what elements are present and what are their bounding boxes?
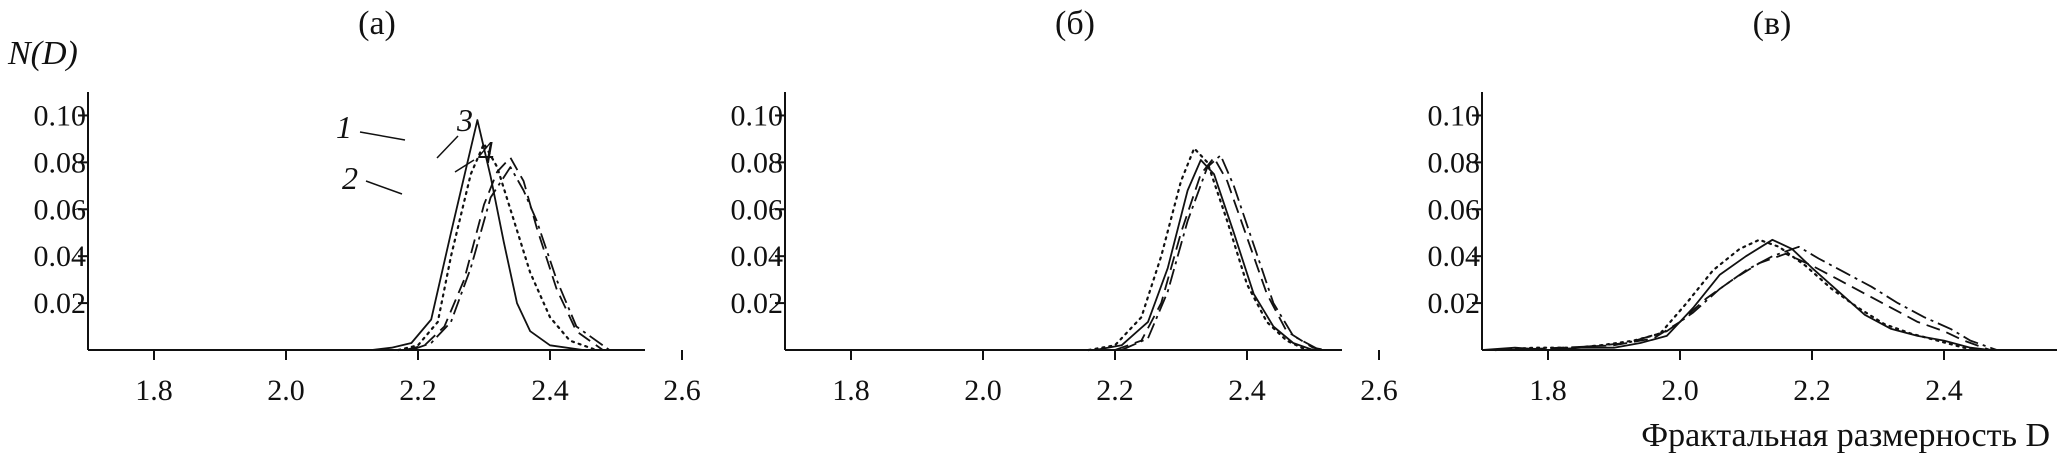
y-tick-label: 0.06 bbox=[34, 193, 87, 226]
y-tick-label: 0.10 bbox=[731, 99, 784, 132]
y-tick-label: 0.06 bbox=[731, 193, 784, 226]
panel-a: (а) N(D) 0.02 0.04 0.06 0.08 0.10 1.8 2.0 2.2 2.… bbox=[7, 5, 701, 407]
panel-c-title: (в) bbox=[1753, 5, 1792, 42]
leader-line-4 bbox=[454, 159, 475, 173]
series-line-4 bbox=[1521, 245, 1998, 351]
panel-c-ticks: 0.020.040.060.080.101.82.02.22.42.6 bbox=[1428, 99, 1963, 407]
series-label-4: 4 bbox=[478, 134, 494, 170]
series-line-4 bbox=[411, 166, 610, 351]
panel-b: (б) 0.02 0.04 0.06 0.08 0.10 1.8 2.0 2.2 2.4 2.6 bbox=[731, 5, 1398, 407]
y-tick-label: 0.10 bbox=[1428, 99, 1481, 132]
x-tick-label: 2.0 bbox=[267, 374, 305, 407]
y-tick-label: 0.04 bbox=[1428, 240, 1481, 273]
x-tick-label: 1.8 bbox=[832, 374, 870, 407]
panel-a-title: (а) bbox=[358, 5, 396, 42]
series-label-1: 1 bbox=[336, 109, 352, 145]
y-tick-label: 0.06 bbox=[1428, 193, 1481, 226]
series-line-2 bbox=[1087, 147, 1308, 352]
y-tick-label: 0.02 bbox=[1428, 287, 1481, 320]
panel-b-series bbox=[1087, 147, 1327, 352]
series-line-3 bbox=[1114, 156, 1327, 351]
x-tick-label: 2.4 bbox=[531, 374, 569, 407]
x-tick-label: 2.4 bbox=[1925, 374, 1963, 407]
x-tick-label: 2.2 bbox=[1096, 374, 1134, 407]
x-tick-label: 1.8 bbox=[135, 374, 173, 407]
x-tick-label: 2.6 bbox=[663, 374, 701, 407]
y-tick-label: 0.08 bbox=[1428, 146, 1481, 179]
panel-a-series bbox=[371, 119, 610, 352]
leader-line-3 bbox=[436, 135, 459, 159]
series-line-2 bbox=[397, 142, 598, 352]
series-line-4 bbox=[1121, 154, 1321, 351]
x-tick-label: 2.6 bbox=[1360, 374, 1398, 407]
y-tick-label: 0.02 bbox=[34, 287, 87, 320]
y-tick-label: 0.08 bbox=[731, 146, 784, 179]
series-line-3 bbox=[1508, 252, 1991, 351]
series-label-2: 2 bbox=[342, 160, 358, 196]
panel-c: (в) 0.020.040.060.080.101.82.02.22.42.6 … bbox=[1428, 5, 2057, 454]
x-tick-label: 2.4 bbox=[1228, 374, 1266, 407]
series-label-3: 3 bbox=[456, 102, 473, 138]
x-axis-label: Фрактальная размерность D bbox=[1641, 417, 2050, 454]
x-tick-label: 1.8 bbox=[1529, 374, 1567, 407]
panel-a-ticks: 0.02 0.04 0.06 0.08 0.10 1.8 2.0 2.2 2.4 2.6 bbox=[34, 99, 701, 407]
y-tick-label: 0.10 bbox=[34, 99, 87, 132]
x-tick-label: 2.2 bbox=[1793, 374, 1831, 407]
panel-c-series bbox=[1481, 238, 1998, 352]
y-axis-label: N(D) bbox=[7, 35, 78, 72]
series-line-2 bbox=[1494, 238, 1985, 352]
y-tick-label: 0.04 bbox=[731, 240, 784, 273]
y-tick-label: 0.02 bbox=[731, 287, 784, 320]
x-tick-label: 2.2 bbox=[399, 374, 437, 407]
series-line-1 bbox=[371, 119, 584, 351]
y-tick-label: 0.08 bbox=[34, 146, 87, 179]
x-tick-label: 2.0 bbox=[964, 374, 1002, 407]
leader-line-2 bbox=[365, 180, 403, 195]
series-line-3 bbox=[404, 156, 604, 351]
panel-b-title: (б) bbox=[1055, 5, 1095, 42]
leader-line-1 bbox=[359, 131, 406, 141]
series-line-1 bbox=[1095, 159, 1314, 351]
series-line-1 bbox=[1481, 238, 1991, 351]
y-tick-label: 0.04 bbox=[34, 240, 87, 273]
panel-b-ticks: 0.02 0.04 0.06 0.08 0.10 1.8 2.0 2.2 2.4 2.6 bbox=[731, 99, 1398, 407]
x-tick-label: 2.0 bbox=[1661, 374, 1699, 407]
